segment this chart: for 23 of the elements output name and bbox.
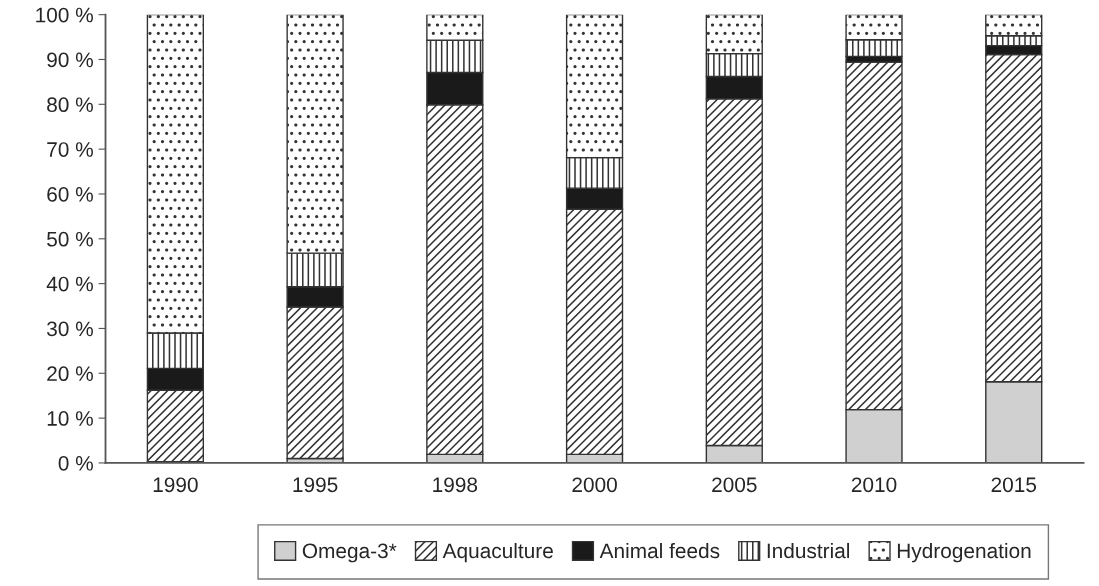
x-tick-label: 1998	[433, 477, 478, 493]
x-tick-label: 2010	[851, 477, 897, 493]
x-tick-label: 2000	[572, 477, 617, 493]
legend-label: Omega-3*	[302, 543, 397, 563]
x-tick-label: 2005	[712, 477, 757, 493]
y-tick-label: 80 %	[47, 97, 93, 113]
y-tick-label: 0 %	[58, 455, 93, 471]
y-tick-label: 70 %	[47, 142, 93, 157]
y-tick-label: 10 %	[47, 411, 93, 426]
y-tick-label: 20 %	[47, 366, 93, 382]
y-tick-label: 40 %	[46, 276, 93, 292]
x-tick-label: 2015	[991, 477, 1037, 493]
legend-label: Industrial	[767, 542, 850, 559]
legend-label: Aquaculture	[442, 542, 553, 563]
legend-label: Animal feeds	[599, 542, 720, 559]
y-tick-label: 90 %	[47, 52, 93, 68]
y-tick-label: 60 %	[47, 186, 93, 202]
legend-label: Hydrogenation	[897, 542, 1031, 563]
y-tick-label: 30 %	[47, 321, 93, 337]
y-tick-label: 50 %	[47, 231, 93, 247]
x-tick-label: 1995	[293, 477, 338, 493]
x-tick-label: 1990	[153, 477, 198, 493]
y-tick-label: 100 %	[36, 7, 93, 23]
